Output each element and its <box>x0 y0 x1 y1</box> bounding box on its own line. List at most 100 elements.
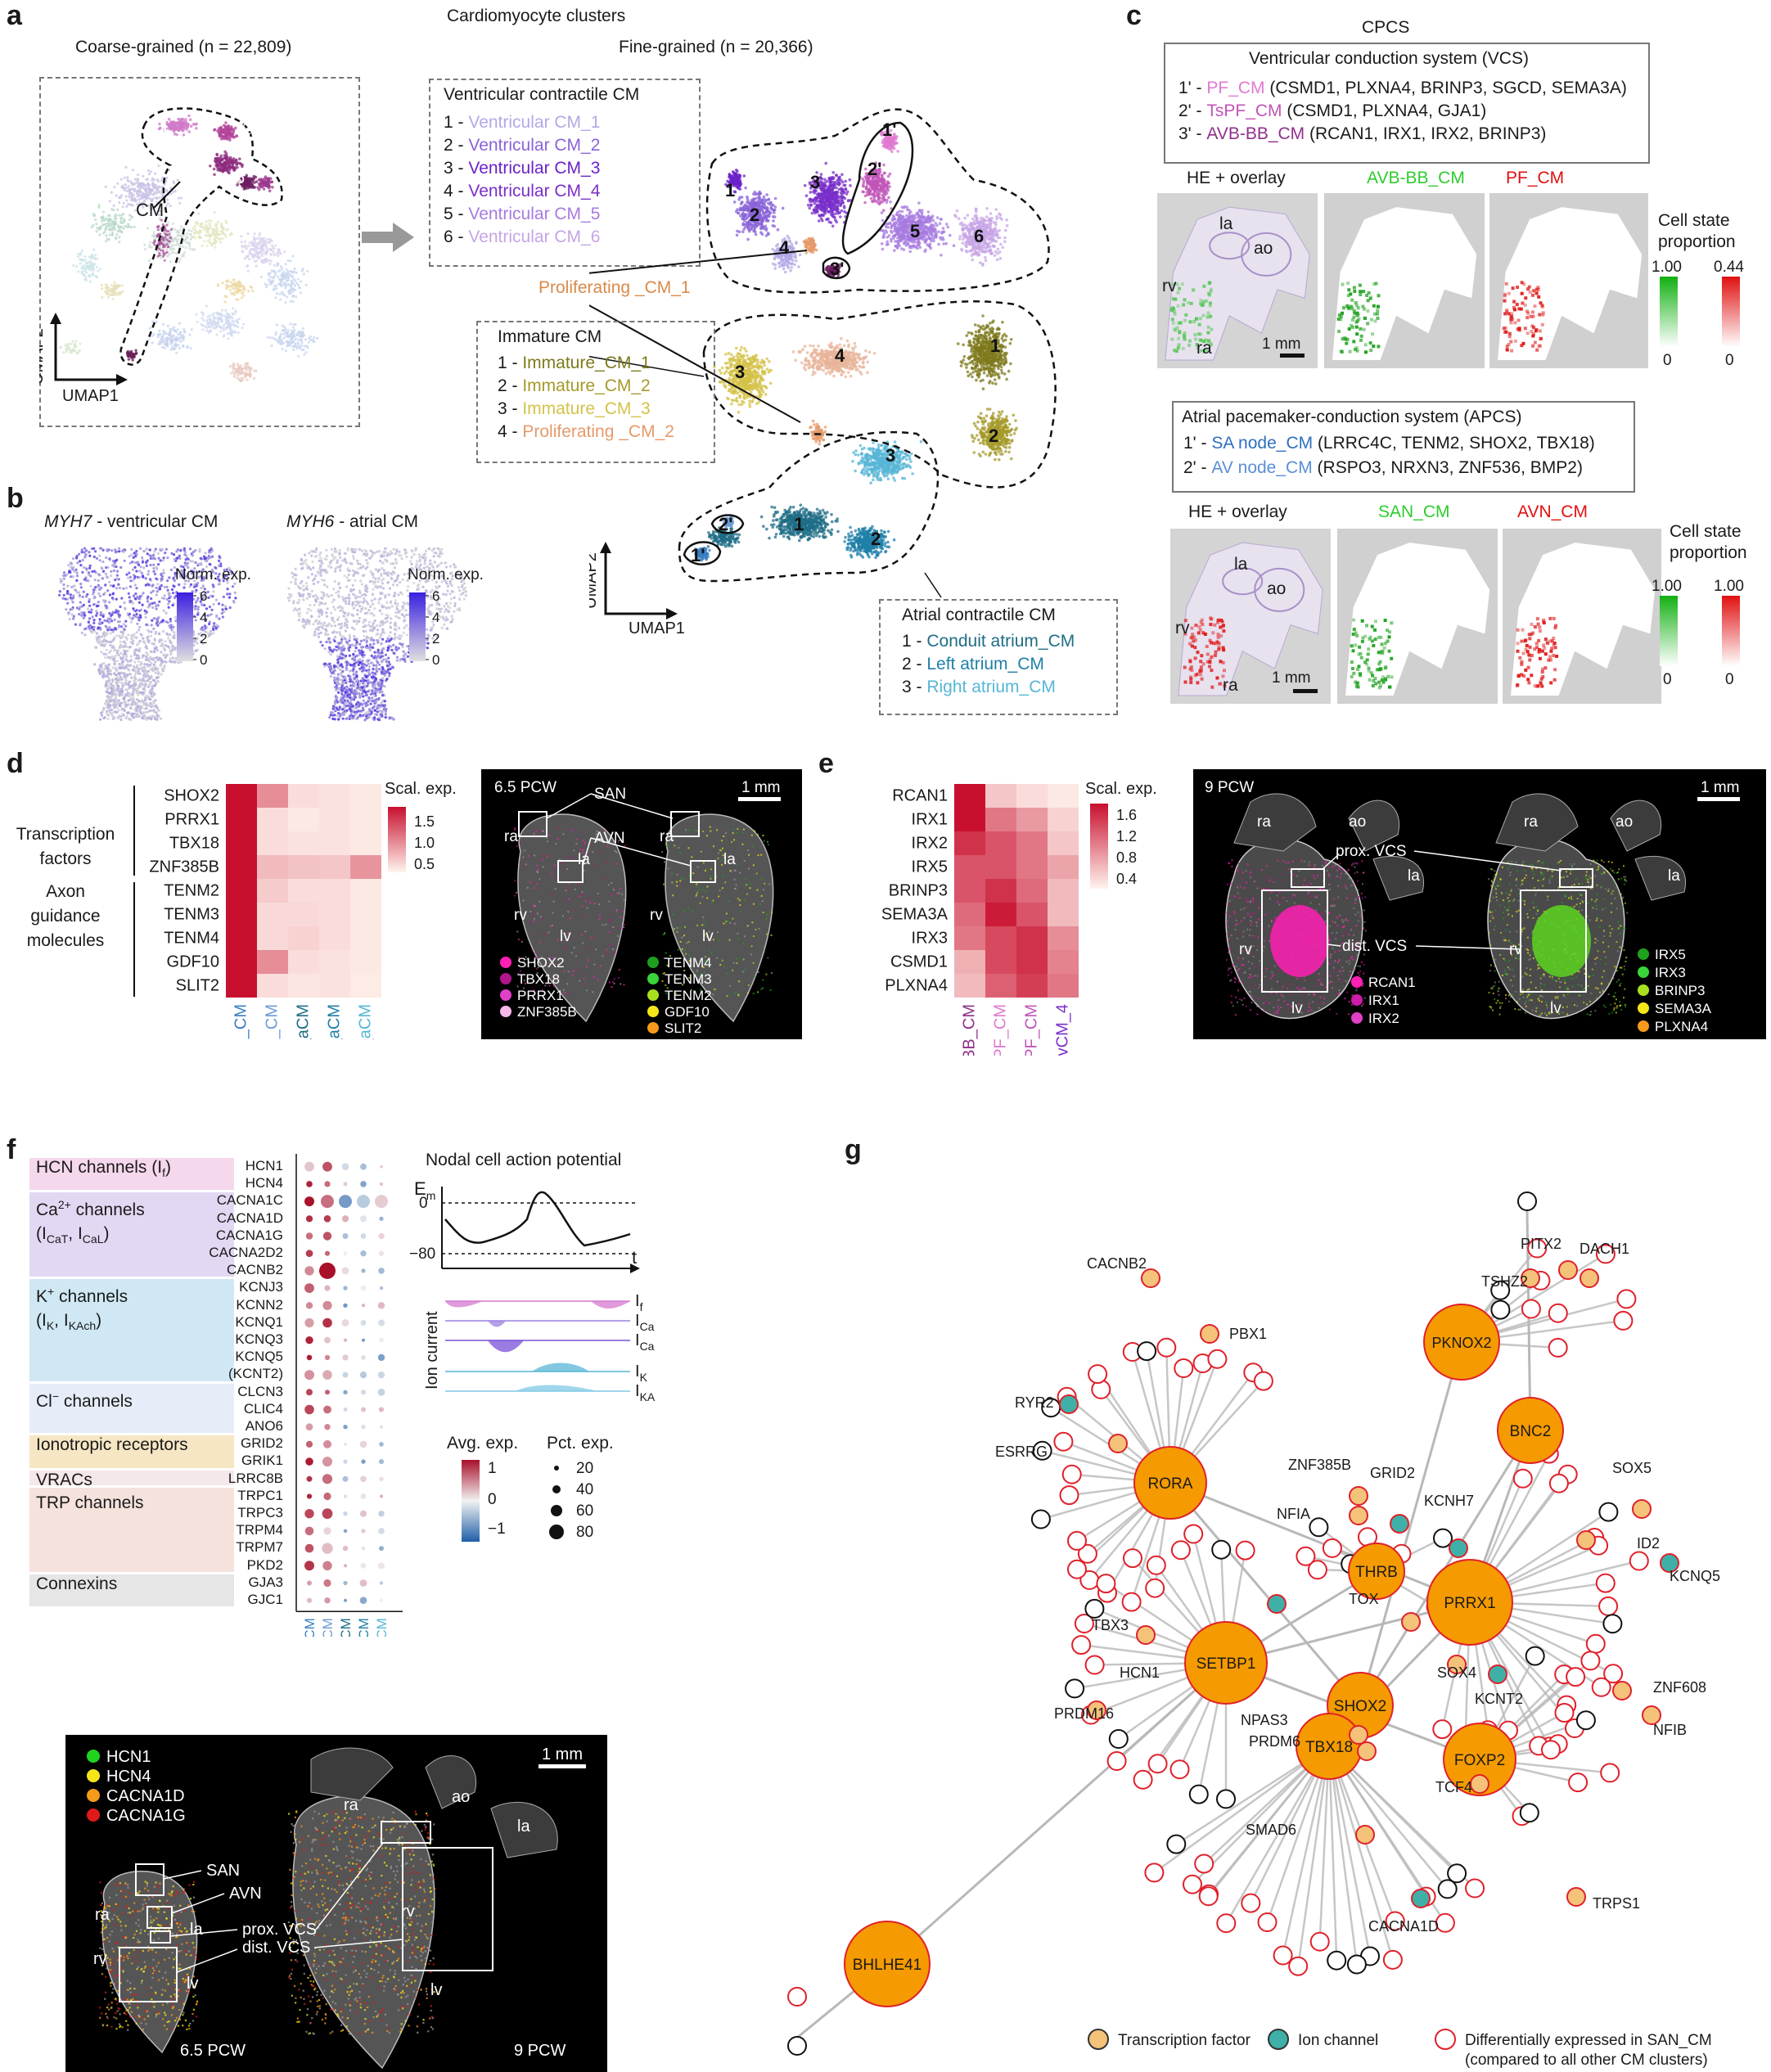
he-label: rv <box>1175 619 1190 637</box>
dot <box>343 1459 348 1464</box>
network-node <box>1521 1299 1541 1319</box>
heatmap-row-label: IRX2 <box>912 834 948 852</box>
dot <box>342 1475 349 1482</box>
hub-rora <box>1133 1446 1207 1520</box>
ion-line2-sub: CaT <box>46 1232 69 1246</box>
heatmap-cell <box>319 855 350 879</box>
gene-node-dach1 <box>1579 1268 1599 1288</box>
ion-group-tail: channels <box>54 1287 128 1307</box>
dot <box>341 1215 349 1223</box>
network-node <box>1065 1678 1085 1699</box>
gene-label: CACNA1D <box>1368 1918 1439 1935</box>
panel-e-img-label: dist. VCS <box>1342 938 1407 955</box>
gene-label: SOX5 <box>1612 1460 1652 1476</box>
gene-label: KCNH7 <box>1424 1493 1474 1509</box>
he-label: ra <box>1196 339 1212 358</box>
network-node <box>1490 1280 1511 1300</box>
gene-node-smad6 <box>1355 1825 1375 1845</box>
fine-vcm-1 <box>771 234 802 274</box>
network-node <box>1296 1546 1316 1566</box>
immature-name: Immature_CM_2 <box>522 376 651 395</box>
dot <box>379 1476 384 1482</box>
network-node <box>1527 1238 1548 1259</box>
apcs-img-title-2: AVN_CM <box>1517 502 1588 521</box>
ion-gene-label: HCN1 <box>245 1158 283 1173</box>
group-axon-label: molecules <box>27 931 105 950</box>
he-label: la <box>1219 214 1233 233</box>
dot <box>322 1232 332 1241</box>
network-node <box>1309 1517 1329 1538</box>
group-axon-label: Axon <box>46 882 85 901</box>
dot <box>362 1338 365 1342</box>
panel-f-scalebar: 1 mm <box>542 1745 583 1763</box>
panel-f-img-label: lv <box>430 1981 442 1999</box>
dot <box>377 1388 385 1396</box>
ion-gene-label: TRPC3 <box>237 1505 283 1520</box>
gene-node-kcnh7 <box>1449 1538 1468 1558</box>
panel-d-stage: 6.5 PCW <box>494 779 557 796</box>
network-node <box>1133 1769 1153 1790</box>
panel-d-img-label: rv <box>650 907 663 924</box>
heatmap-cell <box>226 831 257 855</box>
heatmap-cell <box>985 950 1016 974</box>
heatmap-row-label: TENM2 <box>164 881 219 899</box>
apcs-scalebar: 1 mm <box>1272 669 1311 687</box>
network-node <box>1241 1893 1261 1913</box>
coarse-cluster-7 <box>148 320 193 354</box>
heat-e-legend-tick: 0.8 <box>1116 849 1137 866</box>
panel-e-img-label: ra <box>1257 813 1271 831</box>
vcs-genes: (CSMD1, PLXNA4, GJA1) <box>1282 101 1487 120</box>
dot <box>323 1439 331 1448</box>
fine-cluster-number: 3' <box>830 259 844 279</box>
dot <box>378 1407 385 1412</box>
ion-group-band-3 <box>29 1383 234 1434</box>
heatmap-cell <box>1048 926 1079 950</box>
network-node <box>1566 1667 1586 1687</box>
heatmap-cell <box>985 879 1016 903</box>
fine-prolif2 <box>791 336 876 379</box>
fine-axis-x: UMAP1 <box>629 619 685 637</box>
ap-tick-80: −80 <box>409 1245 435 1263</box>
panel-e-legend-left: RCAN1 <box>1368 975 1416 990</box>
heatmap-cell <box>985 784 1016 808</box>
dot <box>304 1526 314 1536</box>
network-legend-item: Differentially expressed in SAN_CM <box>1465 2032 1712 2049</box>
network-legend-item-2: (compared to all other CM clusters) <box>1465 2052 1708 2069</box>
gene-label: GRID2 <box>1370 1465 1415 1481</box>
dot <box>361 1355 366 1360</box>
hub-label: FOXP2 <box>1454 1752 1505 1769</box>
colorbar-tick: 0 <box>432 652 439 668</box>
panel-e-legend-right: BRINP3 <box>1655 983 1705 998</box>
dot <box>343 1511 348 1516</box>
atrial-num: 3 - <box>902 678 927 696</box>
dot <box>306 1597 313 1603</box>
dot <box>305 1336 313 1345</box>
gene-label: NPAS3 <box>1241 1712 1288 1728</box>
heatmap-row-label: TENM4 <box>164 929 219 947</box>
ion-line2-sub2: CaL <box>82 1232 104 1246</box>
ion-group-name: Cl <box>36 1391 52 1411</box>
panel-d-heatmap: SHOX2 PRRX1 TBX18 ZNF385B TENM2 TENM3 TENM4 GDF… <box>16 780 457 1039</box>
ion-group-band-7 <box>29 1574 234 1607</box>
green-min: 0 <box>1663 352 1672 369</box>
heatmap-row-label: RCAN1 <box>892 786 948 804</box>
fine-cluster-number: 4 <box>779 237 790 258</box>
heatmap-cell <box>319 784 350 808</box>
fine-vcm-2 <box>732 186 785 241</box>
heatmap-row-label: GDF10 <box>167 953 219 971</box>
red-min: 0 <box>1725 671 1734 688</box>
panel-f-img-label: ao <box>452 1788 470 1806</box>
dot <box>360 1181 367 1187</box>
heatmap-cell <box>226 903 257 926</box>
atrial-name: Right atrium_CM <box>926 678 1056 696</box>
coarse-cluster-number: 3 <box>187 151 196 169</box>
coarse-cluster-6 <box>195 304 246 340</box>
network-node <box>1207 1349 1228 1369</box>
dot <box>343 1182 348 1187</box>
dot <box>360 1163 367 1170</box>
ion-gene-label: GRID2 <box>241 1435 283 1452</box>
ion-line2-tail: ) <box>103 1224 110 1244</box>
coarse-cm-2 <box>213 121 239 142</box>
gene-label: TBX3 <box>1092 1617 1129 1633</box>
fine-vcm-5 <box>879 200 956 257</box>
